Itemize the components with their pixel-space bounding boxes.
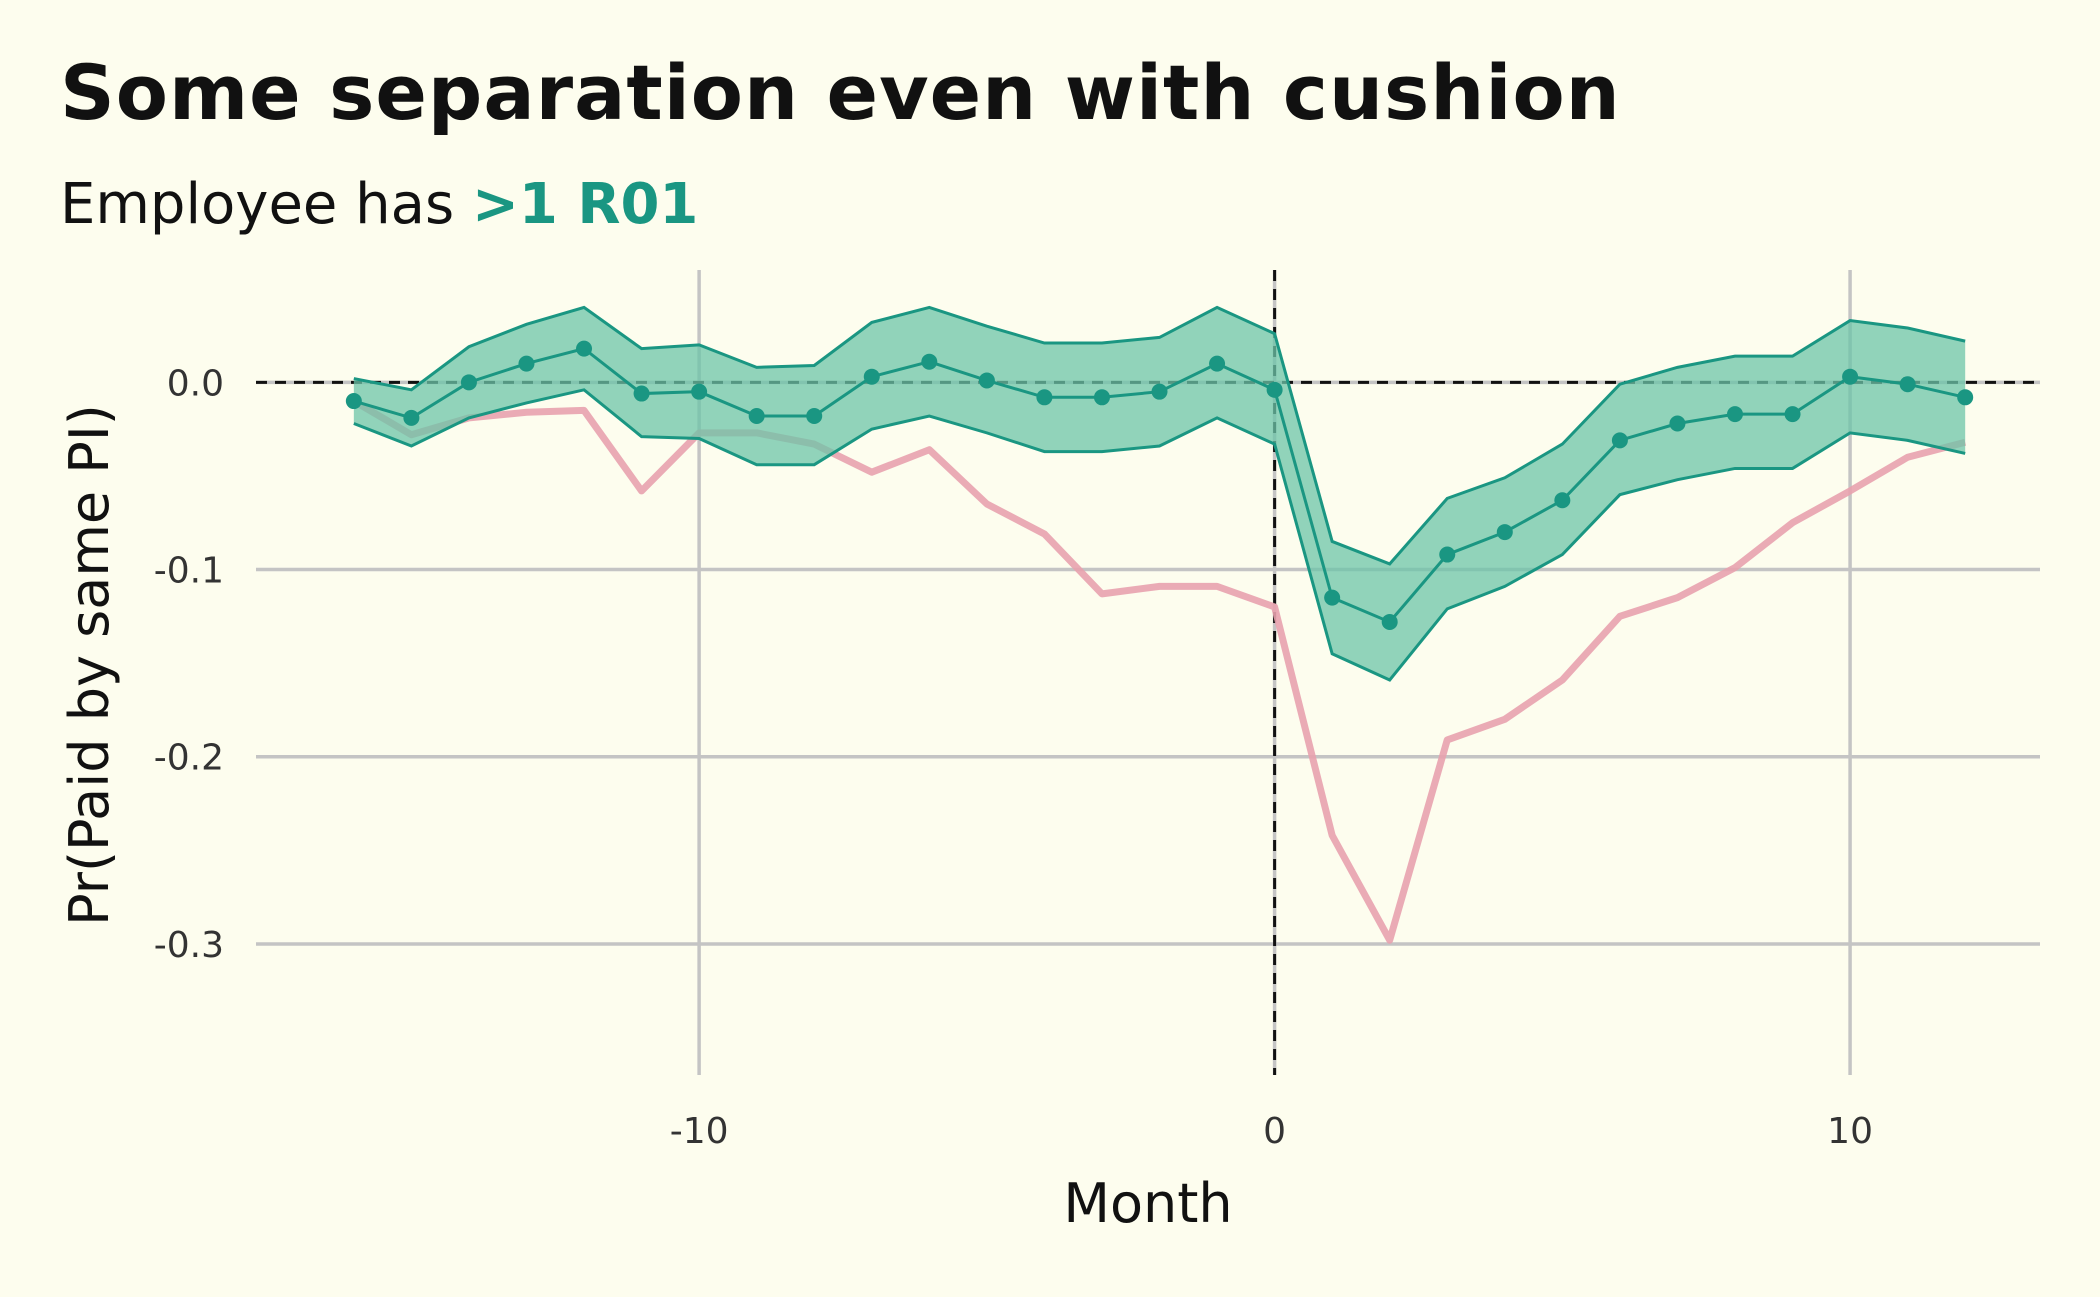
data-point (1611, 432, 1628, 449)
data-point (460, 374, 477, 391)
data-point (1842, 368, 1859, 385)
subtitle-prefix: Employee has (60, 172, 472, 237)
data-point (1899, 376, 1916, 393)
data-point (633, 385, 650, 402)
y-tick-label: 0.0 (167, 363, 224, 404)
x-axis-title: Month (1063, 1172, 1232, 1235)
band-upper-edge (353, 305, 1966, 566)
data-point (1669, 415, 1686, 432)
data-point (1554, 492, 1571, 509)
data-point (921, 353, 938, 370)
series-layer (345, 305, 1974, 944)
data-point (576, 340, 593, 357)
band-lower-edge (353, 388, 1966, 682)
series-line-comparison (352, 398, 1967, 944)
data-point (1324, 589, 1341, 606)
data-point (978, 372, 995, 389)
subtitle-highlight: >1 R01 (471, 172, 699, 237)
data-point (1209, 355, 1226, 372)
data-point (1381, 613, 1398, 630)
data-point (1784, 406, 1801, 423)
x-tick-label: 0 (1263, 1111, 1286, 1152)
data-point (1957, 389, 1974, 406)
data-point (1093, 389, 1110, 406)
data-point (1266, 381, 1283, 398)
confidence-band (353, 307, 1966, 680)
y-axis-title: Pr(Paid by same PI) (58, 404, 121, 926)
data-point (863, 368, 880, 385)
chart-title: Some separation even with cushion (60, 48, 1621, 137)
y-tick-label: -0.2 (154, 738, 224, 779)
tick-labels: 0.0 -0.1 -0.2 -0.3 -10 0 10 (154, 363, 1873, 1152)
data-point (1496, 524, 1513, 541)
data-point (1036, 389, 1053, 406)
data-point (1439, 546, 1456, 563)
data-point (403, 409, 420, 426)
data-point (691, 383, 708, 400)
data-point (748, 408, 765, 425)
data-point (345, 393, 362, 410)
data-point (1151, 383, 1168, 400)
chart-subtitle: Employee has >1 R01 (60, 172, 698, 237)
data-point (1726, 406, 1743, 423)
x-tick-label: 10 (1827, 1111, 1873, 1152)
y-tick-label: -0.3 (154, 925, 224, 966)
data-point (518, 355, 535, 372)
x-tick-label: -10 (670, 1111, 729, 1152)
data-point (806, 408, 823, 425)
y-tick-label: -0.1 (154, 551, 224, 592)
